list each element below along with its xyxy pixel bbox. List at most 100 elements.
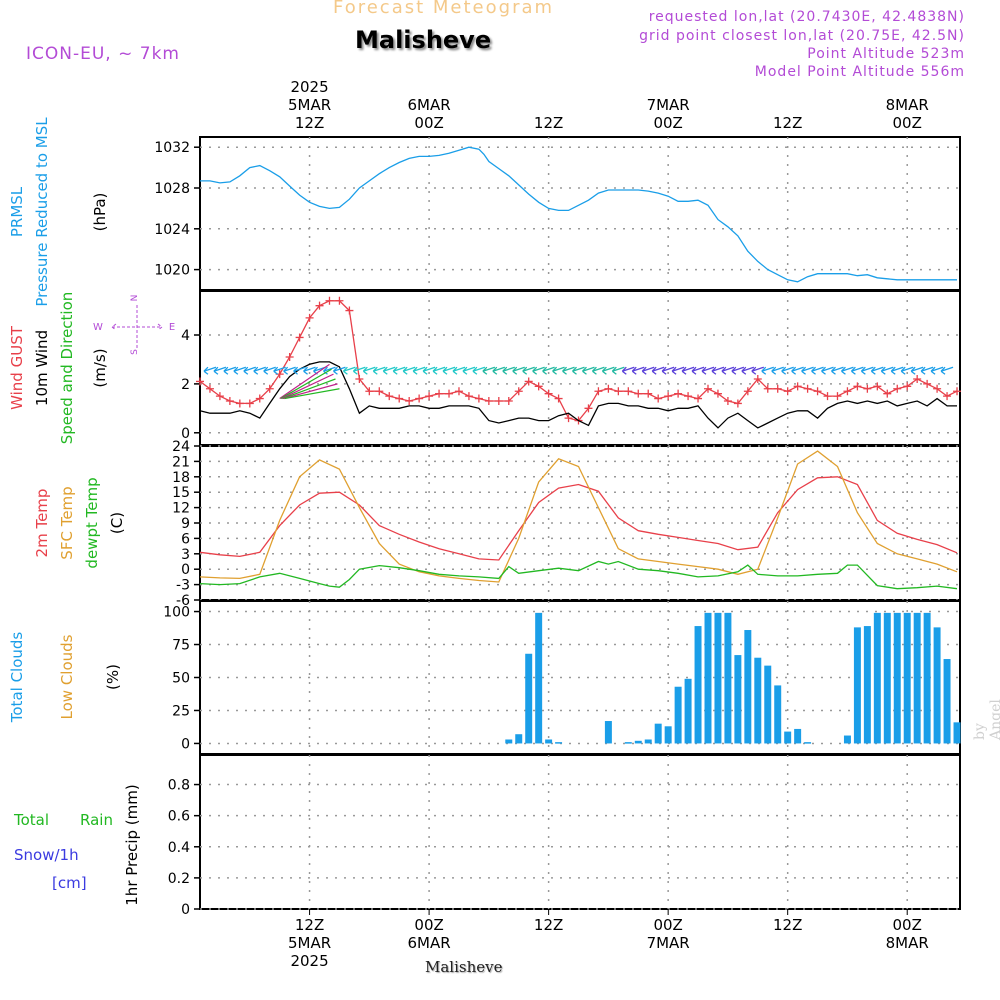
y-tick-label: 0.4: [168, 840, 190, 856]
gust-marker: [554, 394, 563, 403]
gust-marker: [733, 399, 742, 408]
cloud-axis-label: Low Clouds: [58, 634, 76, 719]
top-time-label: 2025: [290, 78, 328, 96]
gust-marker: [913, 375, 922, 383]
cloud-bar: [525, 653, 533, 744]
top-time-label: 00Z: [653, 114, 682, 132]
gust-marker: [305, 313, 314, 322]
y-tick-label: 50: [172, 671, 190, 687]
wind-axis-label: Speed and Direction: [58, 292, 76, 445]
wind-barb: [661, 366, 675, 375]
series-line: [199, 450, 958, 583]
gust-marker: [385, 392, 394, 401]
wind-barb: [601, 366, 615, 375]
wind-barb: [721, 366, 735, 375]
cloud-bar: [744, 630, 752, 744]
top-time-label: 8MAR: [886, 96, 929, 114]
gust-marker: [883, 389, 892, 398]
wind-barb: [791, 366, 804, 375]
wind-barb: [761, 366, 774, 375]
compass-s: S: [130, 349, 140, 355]
gust-marker: [445, 389, 454, 398]
wind-barb: [741, 366, 755, 375]
gust-marker: [614, 387, 623, 396]
pressure-axis-label: PRMSL: [8, 186, 26, 237]
wind-barb-gust: [284, 388, 340, 400]
gust-marker: [395, 394, 404, 403]
cloud-bar: [893, 612, 901, 744]
gust-marker: [524, 377, 533, 386]
gust-marker: [634, 389, 643, 398]
bottom-time-label: 00Z: [893, 916, 922, 934]
series-line: [199, 476, 958, 561]
wind-barb-gust: [283, 383, 338, 400]
gust-marker: [654, 394, 663, 403]
wind-barb: [283, 366, 296, 375]
wind-barb: [890, 366, 904, 375]
wind-barb: [542, 366, 555, 375]
y-tick-label: 4: [181, 328, 190, 344]
wind-barb: [860, 366, 874, 375]
pressure-axis-label: Pressure Reduced to MSL: [33, 117, 51, 307]
cloud-axis-label: Total Clouds: [8, 632, 26, 724]
gust-marker: [405, 397, 414, 405]
wind-barb: [850, 366, 864, 375]
bottom-time-label: 12Z: [295, 916, 324, 934]
gust-marker: [594, 387, 603, 396]
temp-axis-label: dewpt Temp: [83, 477, 101, 568]
compass-arrows: [111, 305, 163, 350]
gust-marker: [853, 382, 862, 391]
wind-barb: [303, 366, 316, 375]
y-tick-label: -3: [176, 578, 190, 594]
gust-marker: [265, 384, 274, 393]
y-tick-label: 25: [172, 703, 190, 719]
wind-barb: [432, 366, 446, 375]
wind-axis-label: Wind GUST: [8, 325, 26, 410]
wind-barb: [422, 366, 436, 375]
gust-marker: [773, 384, 782, 393]
cloud-bar: [505, 739, 513, 744]
wind-barb: [482, 366, 496, 375]
cloud-bar: [903, 612, 911, 744]
gust-marker: [684, 392, 693, 401]
wind-barb-gust: [282, 378, 336, 400]
wind-barb: [342, 366, 356, 375]
wind-barb: [880, 366, 894, 375]
top-time-label: 00Z: [893, 114, 922, 132]
bottom-time-label: 00Z: [653, 916, 682, 934]
series-line: [199, 361, 957, 429]
wind-barb-gust: [281, 373, 334, 400]
top-time-label: 5MAR: [288, 96, 331, 114]
bottom-time-label: 7MAR: [647, 934, 690, 952]
wind-barb: [711, 366, 725, 375]
wind-barb: [472, 366, 486, 375]
wind-barb: [751, 366, 765, 375]
wind-barb: [462, 366, 476, 375]
wind-barb: [382, 366, 396, 375]
cloud-bar: [843, 735, 851, 744]
wind-barb: [392, 366, 406, 375]
gust-marker: [694, 394, 703, 403]
y-tick-label: 18: [172, 470, 190, 486]
wind-barb: [582, 366, 595, 375]
cloud-bar: [754, 657, 762, 744]
series-line: [199, 300, 958, 422]
wind-barb: [691, 366, 705, 375]
wind-barb: [641, 366, 655, 375]
gust-marker: [215, 392, 224, 401]
gust-marker: [823, 392, 832, 401]
gust-marker: [375, 387, 384, 396]
y-tick-label: 0: [181, 562, 190, 578]
wind-barb: [900, 366, 914, 375]
gust-marker: [933, 384, 942, 393]
wind-barb: [293, 366, 306, 375]
wind-barb: [781, 366, 794, 375]
pressure-axis-label: (hPa): [91, 193, 109, 232]
y-tick-label: 1024: [154, 222, 190, 238]
model-label: ICON-EU, ~ 7km: [26, 44, 180, 64]
cloud-bar: [804, 742, 812, 744]
cloud-bar: [515, 734, 523, 744]
gust-marker: [205, 384, 214, 393]
cloud-bar: [794, 728, 802, 744]
y-tick-label: 3: [181, 547, 190, 563]
